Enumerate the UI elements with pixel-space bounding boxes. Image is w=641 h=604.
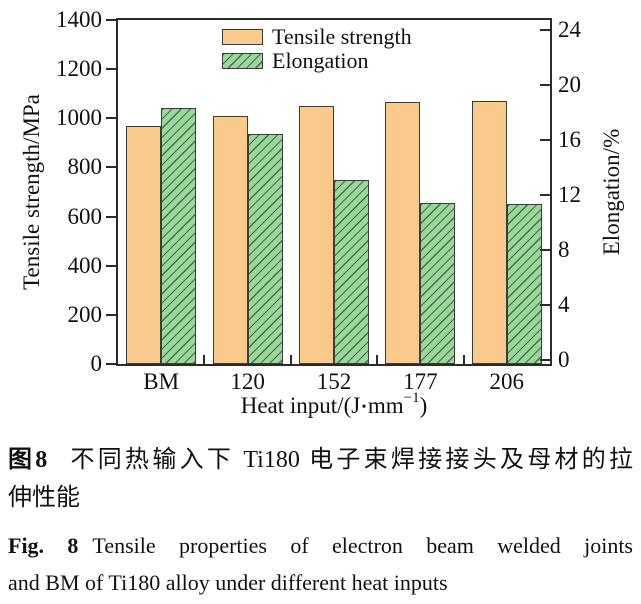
legend-swatch-tensile-strength: [222, 28, 263, 45]
x-axis-title: Heat input/(J •mm−1): [240, 390, 428, 419]
y-right-tick: [540, 83, 550, 86]
tensile-strength-bar: [385, 102, 421, 364]
figure-caption-zh: 图8 不同热输入下 Ti180 电子束焊接接头及母材的拉 伸性能: [0, 441, 641, 517]
y-right-tick-label: 4: [558, 291, 570, 317]
middle-dot: •: [361, 398, 367, 414]
y-left-tick: [106, 166, 116, 169]
y-left-tick: [106, 215, 116, 218]
caption-zh-fig-label: 图8: [8, 447, 48, 473]
y-left-tick-label: 1400: [56, 7, 102, 32]
bars-layer: [118, 20, 550, 364]
x-axis-title-exponent: −1: [403, 390, 420, 407]
y-right-tick-label: 0: [558, 346, 570, 372]
tensile-strength-bar: [212, 115, 248, 364]
y-left-tick-label: 200: [67, 301, 103, 327]
y-left-tick: [106, 19, 116, 21]
legend: Tensile strength Elongation: [222, 25, 412, 73]
x-boundary-tick: [376, 355, 379, 364]
x-category-label: 152: [316, 369, 352, 394]
x-category-label: BM: [143, 369, 180, 394]
y-left-tick-label: 1200: [56, 56, 102, 82]
y-left-tick-label: 1000: [56, 105, 102, 131]
x-axis-title-close: ): [419, 393, 428, 418]
legend-label-tensile-strength: Tensile strength: [272, 24, 412, 49]
elongation-bar: [420, 203, 456, 364]
y-right-tick: [540, 138, 550, 141]
tensile-strength-bar: [299, 106, 334, 364]
legend-item-elongation: Elongation: [222, 49, 412, 72]
x-category-label: 177: [403, 369, 438, 394]
x-boundary-tick: [203, 355, 206, 364]
legend-label-elongation: Elongation: [272, 48, 369, 73]
elongation-bar: [334, 179, 369, 364]
y-left-tick: [106, 313, 116, 316]
caption-zh-line2: 伸性能: [8, 485, 80, 511]
x-axis-title-unit: mm: [367, 393, 404, 418]
caption-en-text1: Tensile properties of electron beam weld…: [92, 533, 633, 558]
elongation-bar: [247, 134, 283, 364]
caption-zh-line1: 图8 不同热输入下 Ti180 电子束焊接接头及母材的拉: [8, 441, 633, 479]
y-left-tick: [106, 363, 116, 365]
caption-en-line2: and BM of Ti180 alloy under different he…: [8, 570, 448, 595]
y-left-tick-label: 400: [67, 252, 103, 278]
chart: Tensile strength/MPa Elongation/% Heat i…: [19, 7, 624, 419]
y-right-tick-label: 20: [558, 71, 581, 97]
x-boundary-tick: [462, 355, 465, 364]
y-right-tick: [540, 358, 550, 361]
y-left-tick-label: 800: [67, 154, 103, 180]
y-right-tick-label: 16: [558, 126, 581, 152]
legend-item-tensile-strength: Tensile strength: [222, 25, 412, 48]
y-left-tick-label: 600: [67, 203, 103, 229]
caption-zh-text1: 不同热输入下 Ti180 电子束焊接接头及母材的拉: [67, 447, 634, 473]
y-right-tick: [540, 248, 550, 251]
y-right-tick-label: 8: [558, 236, 570, 262]
y-right-tick-label: 12: [558, 181, 581, 207]
y-left-tick: [106, 264, 116, 267]
elongation-bar: [506, 204, 542, 364]
y-right-tick-label: 24: [558, 16, 581, 42]
x-category-label: 120: [230, 369, 265, 394]
x-category-label: 206: [489, 369, 525, 394]
caption-en-line1: Fig. 8 Tensile properties of electron bea…: [8, 527, 633, 564]
y-right-tick: [540, 193, 550, 196]
figure-caption-en: Fig. 8 Tensile properties of electron bea…: [0, 527, 641, 601]
y-right-tick: [540, 303, 550, 306]
x-boundary-tick: [289, 355, 292, 364]
tensile-strength-bar: [471, 101, 507, 364]
y-left-tick-label: 0: [90, 351, 103, 376]
x-axis-title-text: Heat input/(J: [240, 393, 361, 418]
y-left-tick: [106, 117, 116, 120]
tensile-strength-bar: [126, 125, 162, 364]
elongation-bar: [161, 108, 197, 364]
y-right-tick: [540, 28, 550, 31]
caption-en-fig-label: Fig. 8: [8, 533, 79, 558]
y-left-tick: [106, 68, 116, 71]
legend-swatch-elongation: [222, 52, 263, 69]
